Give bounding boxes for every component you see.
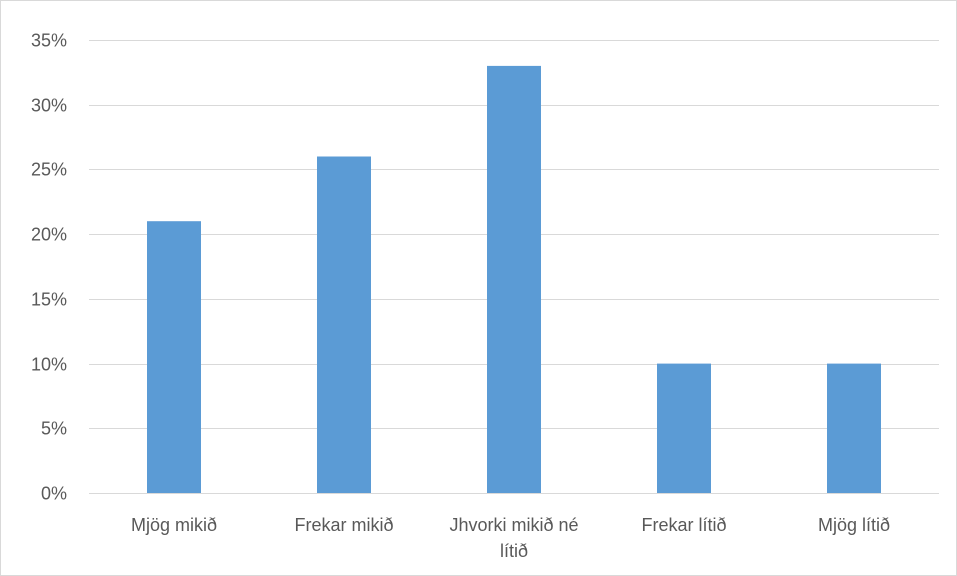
x-category-label: Frekar lítið (641, 515, 726, 535)
y-tick-label: 20% (31, 225, 67, 245)
x-category-label: Mjög mikið (131, 515, 217, 535)
x-category-label: Mjög lítið (818, 515, 890, 535)
bar (827, 363, 881, 493)
bars (147, 65, 881, 494)
x-category-label: Jhvorki mikið né (449, 515, 578, 535)
y-tick-label: 10% (31, 355, 67, 375)
x-axis-category-labels: Mjög mikið Frekar mikið Jhvorki mikið né lí… (131, 515, 890, 561)
x-category-label: Frekar mikið (294, 515, 393, 535)
y-tick-label: 25% (31, 160, 67, 180)
bar (657, 363, 711, 493)
y-tick-label: 5% (41, 419, 67, 439)
bar (147, 221, 201, 493)
bar (317, 156, 371, 493)
x-category-label: lítið (500, 541, 528, 561)
y-tick-label: 30% (31, 96, 67, 116)
y-tick-label: 0% (41, 484, 67, 504)
y-tick-label: 35% (31, 31, 67, 51)
bar (487, 65, 541, 494)
y-axis-tick-labels: 0% 5% 10% 15% 20% 25% 30% 35% (31, 31, 67, 504)
y-tick-label: 15% (31, 290, 67, 310)
